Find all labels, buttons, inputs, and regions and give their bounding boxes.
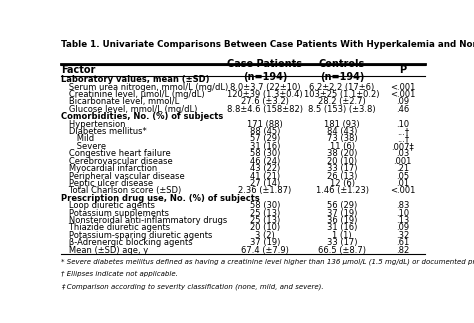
Text: Potassium-sparing diuretic agents: Potassium-sparing diuretic agents bbox=[61, 231, 212, 240]
Text: Mild: Mild bbox=[61, 134, 94, 143]
Text: 33 (17): 33 (17) bbox=[327, 238, 357, 247]
Text: .46: .46 bbox=[396, 105, 410, 114]
Text: 20 (10): 20 (10) bbox=[327, 157, 357, 166]
Text: Factor: Factor bbox=[61, 66, 95, 76]
Text: Peripheral vascular disease: Peripheral vascular disease bbox=[61, 172, 185, 181]
Text: 41 (21): 41 (21) bbox=[250, 172, 280, 181]
Text: 12 (6): 12 (6) bbox=[329, 179, 355, 188]
Text: 38 (20): 38 (20) bbox=[327, 149, 357, 158]
Text: Comorbidities, No. (%) of subjects: Comorbidities, No. (%) of subjects bbox=[61, 112, 223, 121]
Text: Myocardial infarction: Myocardial infarction bbox=[61, 164, 157, 173]
Text: 37 (19): 37 (19) bbox=[250, 238, 280, 247]
Text: 28.2 (±2.7): 28.2 (±2.7) bbox=[318, 98, 366, 107]
Text: 11 (6): 11 (6) bbox=[329, 142, 355, 151]
Text: .83: .83 bbox=[396, 201, 410, 210]
Text: .10: .10 bbox=[396, 209, 409, 218]
Text: Controls
(n=194): Controls (n=194) bbox=[319, 59, 365, 82]
Text: 67.4 (±7.9): 67.4 (±7.9) bbox=[241, 246, 289, 255]
Text: 103±25 (1.1±0.2): 103±25 (1.1±0.2) bbox=[304, 90, 380, 99]
Text: 25 (13): 25 (13) bbox=[250, 216, 280, 225]
Text: Case Patients
(n=194): Case Patients (n=194) bbox=[228, 59, 302, 82]
Text: 181 (93): 181 (93) bbox=[324, 120, 360, 129]
Text: .01: .01 bbox=[396, 179, 409, 188]
Text: 27 (14): 27 (14) bbox=[250, 179, 280, 188]
Text: 66.5 (±8.7): 66.5 (±8.7) bbox=[318, 246, 366, 255]
Text: Peptic ulcer disease: Peptic ulcer disease bbox=[61, 179, 153, 188]
Text: Hypertension: Hypertension bbox=[61, 120, 126, 129]
Text: .09: .09 bbox=[396, 224, 409, 233]
Text: 27.6 (±3.2): 27.6 (±3.2) bbox=[241, 98, 289, 107]
Text: .21: .21 bbox=[396, 164, 409, 173]
Text: 88 (45): 88 (45) bbox=[250, 127, 280, 136]
Text: Thiazide diuretic agents: Thiazide diuretic agents bbox=[61, 224, 170, 233]
Text: † Ellipses indicate not applicable.: † Ellipses indicate not applicable. bbox=[61, 271, 178, 277]
Text: 2.36 (±1.87): 2.36 (±1.87) bbox=[238, 186, 292, 195]
Text: 25 (13): 25 (13) bbox=[250, 209, 280, 218]
Text: 57 (29): 57 (29) bbox=[250, 134, 280, 143]
Text: β-Adrenergic blocking agents: β-Adrenergic blocking agents bbox=[61, 238, 193, 247]
Text: 8.8±4.6 (158±82): 8.8±4.6 (158±82) bbox=[227, 105, 303, 114]
Text: 73 (38): 73 (38) bbox=[327, 134, 357, 143]
Text: .007‡: .007‡ bbox=[392, 142, 414, 151]
Text: Mean (±SD) age, y: Mean (±SD) age, y bbox=[61, 246, 148, 255]
Text: .61: .61 bbox=[396, 238, 410, 247]
Text: 8.0±3.7 (22±10): 8.0±3.7 (22±10) bbox=[230, 83, 300, 92]
Text: Prescription drug use, No. (%) of subjects: Prescription drug use, No. (%) of subjec… bbox=[61, 194, 260, 203]
Text: 120±39 (1.3±0.4): 120±39 (1.3±0.4) bbox=[227, 90, 303, 99]
Text: 58 (30): 58 (30) bbox=[250, 201, 280, 210]
Text: P: P bbox=[399, 66, 406, 76]
Text: 84 (43): 84 (43) bbox=[327, 127, 357, 136]
Text: 26 (13): 26 (13) bbox=[327, 172, 357, 181]
Text: ...†: ...† bbox=[397, 134, 409, 143]
Text: <.001: <.001 bbox=[390, 186, 415, 195]
Text: 1 (1): 1 (1) bbox=[332, 231, 352, 240]
Text: * Severe diabetes mellitus defined as having a creatinine level higher than 136 : * Severe diabetes mellitus defined as ha… bbox=[61, 259, 474, 266]
Text: <.001: <.001 bbox=[390, 83, 415, 92]
Text: Total Charlson score (±SD): Total Charlson score (±SD) bbox=[61, 186, 182, 195]
Text: Serum urea nitrogen, mmol/L (mg/dL): Serum urea nitrogen, mmol/L (mg/dL) bbox=[61, 83, 228, 92]
Text: 36 (19): 36 (19) bbox=[327, 216, 357, 225]
Text: .10: .10 bbox=[396, 120, 409, 129]
Text: Nonsteroidal anti-inflammatory drugs: Nonsteroidal anti-inflammatory drugs bbox=[61, 216, 228, 225]
Text: 43 (22): 43 (22) bbox=[250, 164, 280, 173]
Text: 8.5 (153) (±3.8): 8.5 (153) (±3.8) bbox=[308, 105, 376, 114]
Text: Cerebrovascular disease: Cerebrovascular disease bbox=[61, 157, 173, 166]
Text: ‡ Comparison according to severity classification (none, mild, and severe).: ‡ Comparison according to severity class… bbox=[61, 284, 324, 290]
Text: Loop diuretic agents: Loop diuretic agents bbox=[61, 201, 155, 210]
Text: 33 (17): 33 (17) bbox=[327, 164, 357, 173]
Text: Congestive heart failure: Congestive heart failure bbox=[61, 149, 171, 158]
Text: .09: .09 bbox=[396, 98, 409, 107]
Text: .05: .05 bbox=[396, 172, 409, 181]
Text: Creatinine level, μmol/L (mg/dL): Creatinine level, μmol/L (mg/dL) bbox=[61, 90, 205, 99]
Text: 46 (24): 46 (24) bbox=[250, 157, 280, 166]
Text: Severe: Severe bbox=[61, 142, 106, 151]
Text: Diabetes mellitus*: Diabetes mellitus* bbox=[61, 127, 147, 136]
Text: 6.2±2.2 (17±6): 6.2±2.2 (17±6) bbox=[310, 83, 375, 92]
Text: 31 (16): 31 (16) bbox=[250, 142, 280, 151]
Text: .13: .13 bbox=[396, 216, 410, 225]
Text: .03: .03 bbox=[396, 149, 410, 158]
Text: Glucose level, mmol/L (mg/dL): Glucose level, mmol/L (mg/dL) bbox=[61, 105, 198, 114]
Text: Laboratory values, mean (±SD): Laboratory values, mean (±SD) bbox=[61, 75, 210, 84]
Text: .82: .82 bbox=[396, 246, 410, 255]
Text: .001: .001 bbox=[393, 157, 412, 166]
Text: 1.46 (±1.23): 1.46 (±1.23) bbox=[316, 186, 369, 195]
Text: <.001: <.001 bbox=[390, 90, 415, 99]
Text: 56 (29): 56 (29) bbox=[327, 201, 357, 210]
Text: 171 (88): 171 (88) bbox=[247, 120, 283, 129]
Text: Table 1. Univariate Comparisons Between Case Patients With Hyperkalemia and Norm: Table 1. Univariate Comparisons Between … bbox=[61, 40, 474, 49]
Text: 31 (16): 31 (16) bbox=[327, 224, 357, 233]
Text: Bicarbonate level, mmol/L: Bicarbonate level, mmol/L bbox=[61, 98, 179, 107]
Text: Potassium supplements: Potassium supplements bbox=[61, 209, 169, 218]
Text: 37 (19): 37 (19) bbox=[327, 209, 357, 218]
Text: 3 (2): 3 (2) bbox=[255, 231, 275, 240]
Text: 20 (10): 20 (10) bbox=[250, 224, 280, 233]
Text: ...†: ...† bbox=[397, 127, 409, 136]
Text: .32: .32 bbox=[396, 231, 410, 240]
Text: 58 (30): 58 (30) bbox=[250, 149, 280, 158]
